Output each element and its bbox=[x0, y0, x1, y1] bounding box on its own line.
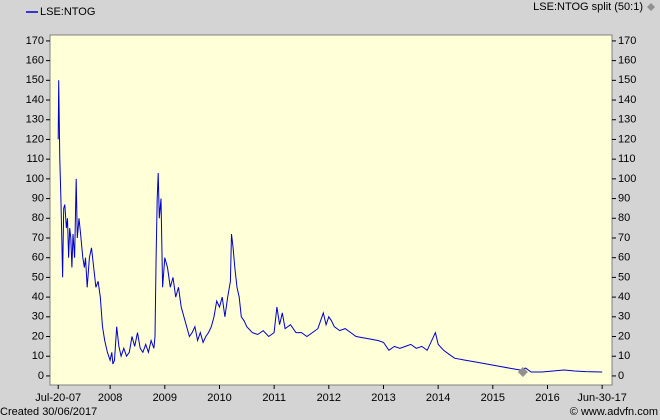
y-tick-label: 90 bbox=[32, 192, 44, 204]
y-tick-label: 0 bbox=[38, 370, 44, 382]
y2-tick-label: 60 bbox=[618, 252, 630, 264]
x-tick-label: 2011 bbox=[262, 392, 286, 404]
y-tick-label: 60 bbox=[32, 252, 44, 264]
y2-tick-label: 80 bbox=[618, 212, 630, 224]
y-tick-label: 70 bbox=[32, 232, 44, 244]
plot-area bbox=[49, 34, 613, 386]
x-tick-label: 2015 bbox=[481, 392, 505, 404]
x-tick-label: 2014 bbox=[426, 392, 450, 404]
y-tick-label: 20 bbox=[32, 330, 44, 342]
y-tick-label: 50 bbox=[32, 271, 44, 283]
split-icon bbox=[647, 3, 655, 11]
x-tick-label: 2012 bbox=[317, 392, 341, 404]
price-line bbox=[57, 80, 603, 373]
x-tick-label: 2010 bbox=[207, 392, 231, 404]
x-tick-label: Jul-20-07 bbox=[35, 392, 81, 404]
y2-tick-label: 0 bbox=[618, 370, 624, 382]
y-tick-label: 160 bbox=[26, 55, 44, 67]
x-tick-label: 2013 bbox=[371, 392, 395, 404]
x-tick-label: Jun-30-17 bbox=[577, 392, 627, 404]
y2-tick-label: 30 bbox=[618, 311, 630, 323]
y-tick-label: 120 bbox=[26, 133, 44, 145]
y-tick-label: 30 bbox=[32, 311, 44, 323]
y2-tick-label: 100 bbox=[618, 173, 636, 185]
y2-tick-label: 140 bbox=[618, 94, 636, 106]
split-annotation: LSE:NTOG split (50:1) bbox=[533, 1, 643, 13]
split-marker bbox=[517, 366, 528, 377]
y2-tick-label: 40 bbox=[618, 291, 630, 303]
legend-label: LSE:NTOG bbox=[40, 6, 95, 18]
y2-tick-label: 130 bbox=[618, 114, 636, 126]
y-tick-label: 80 bbox=[32, 212, 44, 224]
y-tick-label: 170 bbox=[26, 35, 44, 47]
y-tick-label: 140 bbox=[26, 94, 44, 106]
y-tick-label: 130 bbox=[26, 114, 44, 126]
y2-tick-label: 170 bbox=[618, 35, 636, 47]
x-tick-label: 2009 bbox=[153, 392, 177, 404]
created-note: Created 30/06/2017 bbox=[0, 406, 97, 418]
x-tick-label: 2016 bbox=[535, 392, 559, 404]
y2-tick-label: 90 bbox=[618, 192, 630, 204]
y2-tick-label: 50 bbox=[618, 271, 630, 283]
y-tick-label: 150 bbox=[26, 74, 44, 86]
y2-tick-label: 20 bbox=[618, 330, 630, 342]
source-note: © www.advfn.com bbox=[570, 406, 658, 418]
y-tick-label: 40 bbox=[32, 291, 44, 303]
y2-tick-label: 110 bbox=[618, 153, 636, 165]
y2-tick-label: 10 bbox=[618, 350, 630, 362]
y-tick-label: 10 bbox=[32, 350, 44, 362]
y2-tick-label: 150 bbox=[618, 74, 636, 86]
y2-tick-label: 160 bbox=[618, 55, 636, 67]
y2-tick-label: 70 bbox=[618, 232, 630, 244]
y2-tick-label: 120 bbox=[618, 133, 636, 145]
y-tick-label: 100 bbox=[26, 173, 44, 185]
y-tick-label: 110 bbox=[26, 153, 44, 165]
x-tick-label: 2008 bbox=[98, 392, 122, 404]
